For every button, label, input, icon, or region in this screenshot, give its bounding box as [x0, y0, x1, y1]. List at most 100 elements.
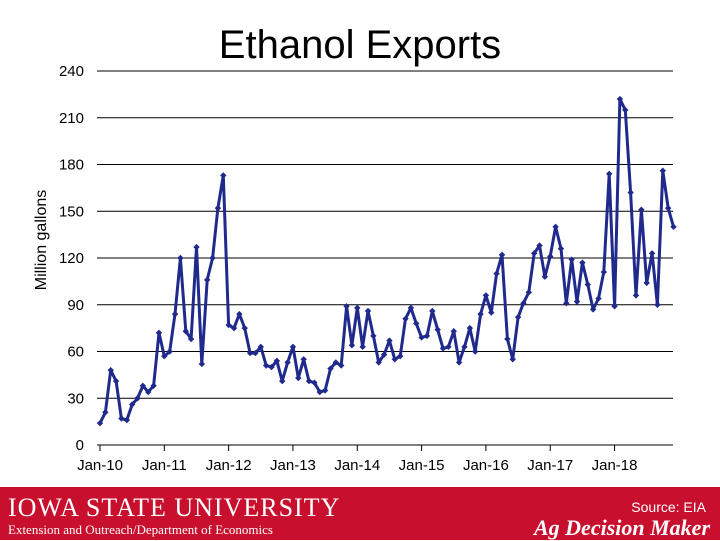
y-tick-label: 90	[67, 297, 84, 314]
y-tick-label: 240	[59, 63, 84, 80]
data-point	[445, 343, 452, 351]
data-point	[606, 170, 613, 178]
y-axis-ticks: 0 30 60 90 120 150 180 210 240	[59, 63, 84, 454]
data-point	[418, 334, 425, 341]
data-point	[348, 342, 356, 349]
data-point	[161, 352, 168, 360]
data-point	[134, 395, 141, 402]
data-point	[204, 276, 211, 284]
x-tick-label: Jan-15	[399, 457, 445, 474]
data-point	[128, 401, 136, 408]
footer-banner: IOWA STATE UNIVERSITY Extension and Outr…	[0, 487, 720, 540]
y-axis-label: Million gallons	[33, 190, 50, 291]
y-tick-label: 30	[67, 390, 84, 407]
y-tick-label: 150	[59, 203, 84, 220]
data-point	[305, 377, 313, 385]
x-tick-label: Jan-13	[270, 457, 316, 474]
data-point	[295, 374, 302, 382]
data-point	[316, 388, 323, 396]
data-point	[273, 357, 281, 365]
data-point	[391, 356, 398, 363]
data-point	[262, 362, 270, 369]
data-point	[413, 320, 420, 327]
data-point	[600, 268, 608, 276]
ag-decision-maker-brand: Ag Decision Maker	[534, 515, 710, 540]
data-point	[504, 335, 511, 343]
data-point	[573, 298, 581, 305]
data-point	[214, 204, 222, 212]
data-point	[423, 332, 431, 340]
data-point	[648, 250, 656, 257]
data-point	[359, 343, 366, 351]
y-tick-label: 180	[59, 157, 84, 174]
x-tick-label: Jan-10	[77, 457, 123, 474]
data-point	[321, 387, 329, 394]
data-point	[536, 242, 543, 249]
data-point	[187, 335, 195, 343]
data-point	[514, 314, 522, 321]
data-point	[477, 310, 484, 318]
data-point	[257, 343, 264, 351]
data-point	[112, 377, 120, 385]
data-point	[439, 345, 447, 352]
data-point	[622, 106, 629, 114]
data-point	[461, 343, 468, 351]
y-tick-label: 60	[67, 344, 84, 361]
y-tick-label: 210	[59, 110, 84, 127]
data-point	[434, 326, 441, 333]
x-tick-label: Jan-14	[334, 457, 380, 474]
data-point	[166, 348, 173, 355]
x-tick-label: Jan-12	[206, 457, 252, 474]
data-point	[407, 304, 415, 312]
data-point	[509, 356, 516, 363]
data-point	[246, 349, 254, 357]
data-point	[193, 243, 200, 251]
series-line	[98, 97, 675, 424]
data-point	[627, 189, 634, 196]
data-point	[584, 281, 591, 288]
university-logo-text: IOWA STATE UNIVERSITY	[8, 493, 341, 522]
data-point	[96, 419, 104, 427]
data-point	[498, 251, 506, 259]
data-point	[402, 315, 409, 322]
data-point	[493, 270, 500, 277]
data-point	[380, 351, 388, 358]
data-point	[611, 303, 618, 310]
data-point	[530, 250, 538, 257]
data-point	[252, 349, 259, 357]
data-point	[102, 409, 109, 416]
data-point	[289, 343, 297, 351]
source-note: Source: EIA	[631, 499, 706, 515]
x-axis-ticks: Jan-10 Jan-11 Jan-12 Jan-13 Jan-14 Jan-15 Jan-…	[77, 445, 637, 474]
data-point	[659, 167, 666, 174]
y-tick-label: 0	[76, 437, 84, 454]
data-point	[579, 259, 586, 266]
data-point	[557, 245, 565, 252]
data-point	[364, 307, 372, 315]
data-point	[139, 382, 147, 389]
data-point	[343, 303, 350, 310]
data-point	[209, 254, 216, 262]
data-point	[638, 206, 645, 213]
data-point	[300, 356, 307, 363]
data-point	[488, 309, 495, 316]
data-point	[654, 301, 661, 308]
y-tick-label: 120	[59, 250, 84, 267]
data-point	[279, 377, 286, 385]
data-point	[338, 362, 345, 369]
data-point	[118, 415, 125, 422]
data-point	[670, 223, 677, 231]
data-point	[332, 359, 340, 366]
data-point	[311, 379, 318, 386]
data-point	[375, 359, 382, 366]
data-point	[472, 348, 479, 355]
x-tick-label: Jan-16	[463, 457, 509, 474]
chart-title: Ethanol Exports	[219, 23, 501, 67]
data-point	[220, 172, 227, 179]
data-point	[370, 332, 377, 340]
data-point	[525, 289, 532, 296]
data-point	[541, 273, 549, 280]
data-point	[616, 95, 624, 103]
chart: Ethanol Exports 0 30 60 90 120 150 180 210 240 M…	[33, 23, 677, 474]
data-point	[236, 310, 243, 318]
